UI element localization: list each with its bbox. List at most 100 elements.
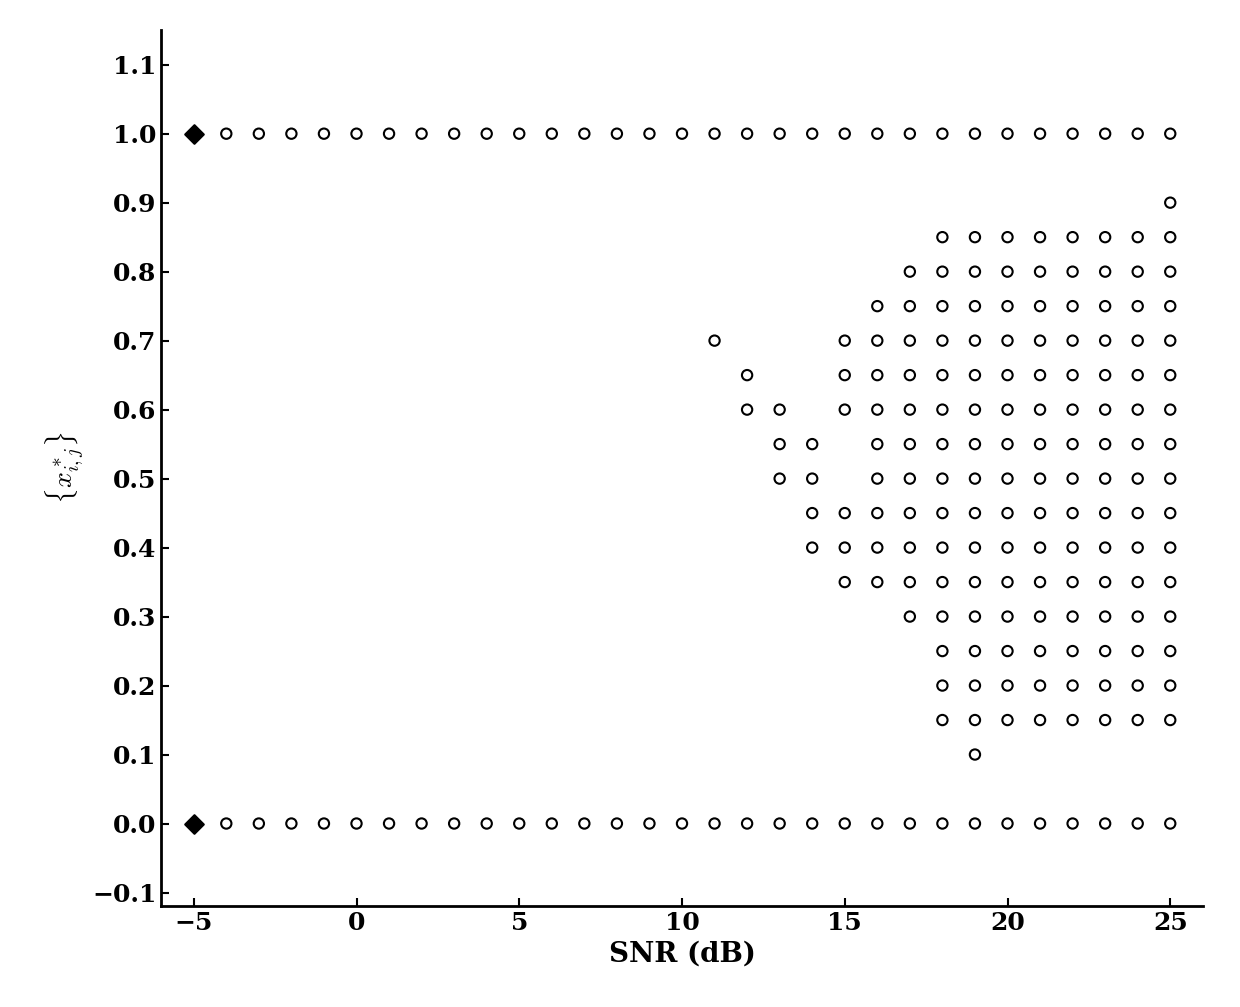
Point: [932, 574, 952, 590]
Point: [965, 264, 985, 280]
Point: [1063, 298, 1083, 314]
Point: [1127, 678, 1147, 694]
Point: [802, 126, 822, 142]
Point: [868, 402, 888, 418]
Point: [900, 332, 920, 348]
Point: [932, 470, 952, 486]
Point: [932, 608, 952, 624]
Point: [510, 126, 529, 142]
Point: [932, 816, 952, 832]
Point: [997, 298, 1017, 314]
Point: [1095, 574, 1115, 590]
Point: [1063, 402, 1083, 418]
Point: [510, 816, 529, 832]
Point: [1063, 506, 1083, 522]
Point: [672, 126, 692, 142]
Point: [314, 816, 334, 832]
Point: [835, 126, 854, 142]
Point: [900, 470, 920, 486]
Point: [997, 643, 1017, 660]
Point: [1127, 126, 1147, 142]
Point: [900, 540, 920, 556]
Point: [184, 126, 203, 142]
Point: [704, 816, 724, 832]
Point: [965, 540, 985, 556]
Point: [737, 816, 756, 832]
Point: [1063, 436, 1083, 452]
Y-axis label: $\{x^*_{i,j}\}$: $\{x^*_{i,j}\}$: [43, 432, 87, 505]
Point: [737, 402, 756, 418]
Point: [1161, 230, 1180, 246]
Point: [1030, 643, 1050, 660]
Point: [965, 678, 985, 694]
Point: [1127, 816, 1147, 832]
Point: [965, 574, 985, 590]
Point: [1095, 264, 1115, 280]
Point: [770, 126, 790, 142]
Point: [868, 332, 888, 348]
Point: [1127, 436, 1147, 452]
Point: [1063, 332, 1083, 348]
Point: [1161, 368, 1180, 384]
Point: [932, 678, 952, 694]
Point: [1063, 712, 1083, 728]
Point: [965, 608, 985, 624]
Point: [1127, 332, 1147, 348]
Point: [835, 816, 854, 832]
Point: [900, 298, 920, 314]
Point: [1063, 574, 1083, 590]
Point: [737, 368, 756, 384]
Point: [1030, 332, 1050, 348]
Point: [997, 816, 1017, 832]
Point: [1127, 470, 1147, 486]
Point: [1127, 506, 1147, 522]
Point: [1063, 678, 1083, 694]
Point: [1161, 298, 1180, 314]
Point: [1161, 506, 1180, 522]
Point: [932, 712, 952, 728]
Point: [997, 368, 1017, 384]
Point: [997, 402, 1017, 418]
Point: [1161, 608, 1180, 624]
Point: [1030, 402, 1050, 418]
Point: [900, 436, 920, 452]
Point: [1127, 608, 1147, 624]
Point: [770, 436, 790, 452]
Point: [965, 436, 985, 452]
Point: [1063, 608, 1083, 624]
Point: [868, 470, 888, 486]
Point: [835, 506, 854, 522]
Point: [900, 506, 920, 522]
Point: [1030, 540, 1050, 556]
Point: [900, 402, 920, 418]
Point: [1063, 643, 1083, 660]
Point: [868, 540, 888, 556]
Point: [1161, 712, 1180, 728]
Point: [1127, 368, 1147, 384]
Point: [868, 298, 888, 314]
Point: [737, 126, 756, 142]
Point: [965, 230, 985, 246]
Point: [997, 126, 1017, 142]
Point: [932, 264, 952, 280]
Point: [1161, 402, 1180, 418]
Point: [444, 126, 464, 142]
Point: [932, 402, 952, 418]
Point: [1127, 264, 1147, 280]
Point: [640, 126, 660, 142]
Point: [1095, 506, 1115, 522]
Point: [997, 264, 1017, 280]
Point: [835, 368, 854, 384]
Point: [1127, 712, 1147, 728]
Point: [900, 368, 920, 384]
Point: [965, 470, 985, 486]
Point: [770, 816, 790, 832]
Point: [770, 470, 790, 486]
Point: [1063, 816, 1083, 832]
Point: [1161, 678, 1180, 694]
Point: [835, 402, 854, 418]
Point: [802, 540, 822, 556]
Point: [1095, 540, 1115, 556]
Point: [932, 540, 952, 556]
Point: [1095, 608, 1115, 624]
